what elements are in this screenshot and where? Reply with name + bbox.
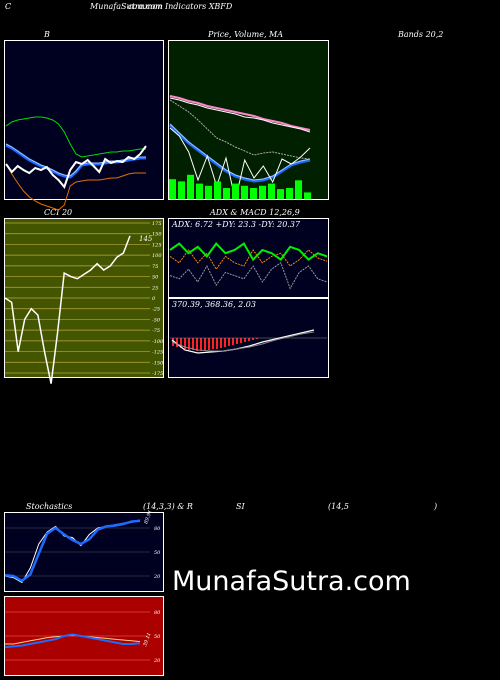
stoch-k-line: [4, 519, 141, 584]
cci-tick-label: 25: [151, 285, 158, 291]
volume-bar: [277, 189, 284, 199]
stoch-label-b: (14,3,3) & R: [143, 502, 193, 511]
ma-pink-line: [169, 95, 311, 131]
volume-bar: [169, 179, 176, 199]
adx-minus-line: [169, 242, 328, 262]
rsi-tick-label: 50: [154, 634, 161, 640]
cci-tick-label: 150: [152, 232, 162, 238]
bb-price-line: [5, 145, 147, 190]
cci-tick-label: 75: [152, 264, 158, 270]
adx-macd-label: ADX & MACD 12,26,9: [210, 208, 300, 217]
c-label: C: [5, 2, 12, 11]
volume-bar: [178, 181, 185, 199]
macd-histogram-bar: [256, 338, 258, 339]
volume-bar: [187, 174, 194, 199]
volume-bar: [268, 183, 275, 199]
volume-bar: [196, 183, 203, 199]
macd-histogram-bar: [204, 338, 206, 350]
macd-histogram-bar: [224, 338, 226, 347]
ma-grey-line: [169, 99, 311, 160]
site-label: MunafaSutra.com: [90, 2, 163, 11]
cci-tick-label: -150: [152, 360, 164, 366]
volume-bar: [295, 180, 302, 199]
price-panel: [168, 40, 329, 200]
macd-histogram-bar: [232, 338, 234, 345]
volume-bar: [223, 188, 230, 199]
bb-middle-highlight: [5, 143, 146, 177]
macd-histogram-bar: [200, 338, 202, 351]
macd-histogram-bar: [228, 338, 230, 346]
cci-tick-label: -75: [152, 328, 160, 334]
ma-blue-highlight: [169, 123, 311, 181]
cci-line: [4, 235, 131, 384]
macd-histogram-bar: [188, 338, 190, 350]
rsi-tick-label: 20: [153, 658, 161, 664]
rsi-current-label: 39.11: [142, 632, 153, 648]
macd-signal-line: [171, 331, 315, 352]
ma-white-line: [169, 97, 311, 133]
stoch-tick-label: 20: [153, 574, 161, 580]
stoch-tick-label: 80: [154, 526, 161, 532]
volume-bar: [259, 185, 266, 199]
bands-label: Bands 20,2: [398, 30, 444, 39]
stoch-label-a: Stochastics: [26, 502, 73, 511]
cci-current-label: 145: [139, 235, 153, 243]
cci-tick-label: 100: [152, 253, 162, 259]
bb-lower-line: [5, 163, 146, 211]
price-ma-label: Price, Volume, MA: [208, 30, 284, 39]
rsi-line: [4, 633, 141, 649]
volume-bar: [232, 183, 239, 199]
volume-bar: [250, 188, 257, 199]
volume-bar: [241, 185, 248, 199]
adx-plus-line: [169, 249, 328, 271]
watermark: MunafaSutra.com: [172, 566, 411, 597]
price-line: [169, 127, 311, 201]
macd-histogram-bar: [236, 338, 238, 344]
cci-label: CCI 20: [44, 208, 73, 217]
macd-histogram-bar: [208, 338, 210, 350]
stoch-tick-label: 50: [154, 550, 161, 556]
rsi-tick-label: 80: [154, 610, 161, 616]
macd-histogram-bar: [180, 338, 182, 348]
macd-histogram-bar: [252, 338, 254, 340]
macd-histogram-bar: [240, 338, 242, 343]
subtitle-label: common Indicators XBFD: [128, 2, 233, 11]
volume-bar: [214, 181, 221, 199]
adx-text: ADX: 6.72 +DY: 23.3 -DY: 20.37: [172, 220, 301, 229]
macd-histogram-bar: [196, 338, 198, 351]
macd-histogram-bar: [216, 338, 218, 349]
ma-blue-line: [168, 123, 311, 183]
cci-tick-label: -50: [152, 317, 161, 323]
macd-histogram-bar: [176, 338, 178, 347]
cci-tick-label: -100: [152, 339, 164, 345]
cci-tick-label: -175: [152, 371, 163, 377]
cci-tick-label: 175: [152, 221, 162, 227]
stoch-d-line: [4, 519, 141, 583]
macd-histogram-bar: [184, 338, 186, 349]
volume-bar: [286, 188, 293, 199]
macd-histogram-bar: [244, 338, 246, 342]
adx-line: [169, 262, 328, 290]
stoch-label-d: (14,5: [328, 502, 349, 511]
b-label: B: [44, 30, 50, 39]
macd-text: 370.39, 368.36, 2.03: [172, 300, 256, 309]
macd-histogram-bar: [248, 338, 250, 341]
stoch-label-e: ): [434, 502, 438, 511]
cci-tick-label: 50: [152, 275, 159, 281]
bb-upper-line: [5, 116, 146, 158]
macd-histogram-bar: [212, 338, 214, 349]
cci-tick-label: -125: [152, 350, 163, 356]
cci-tick-label: 125: [152, 242, 162, 248]
macd-histogram-bar: [192, 338, 194, 350]
stoch-current-label: 89.91: [143, 509, 154, 525]
volume-bar: [304, 192, 311, 199]
stoch-label-c: SI: [236, 502, 245, 511]
volume-bar: [205, 185, 212, 199]
cci-tick-label: -25: [152, 307, 160, 313]
cci-tick-label: 0: [152, 296, 156, 302]
macd-histogram-bar: [220, 338, 222, 348]
